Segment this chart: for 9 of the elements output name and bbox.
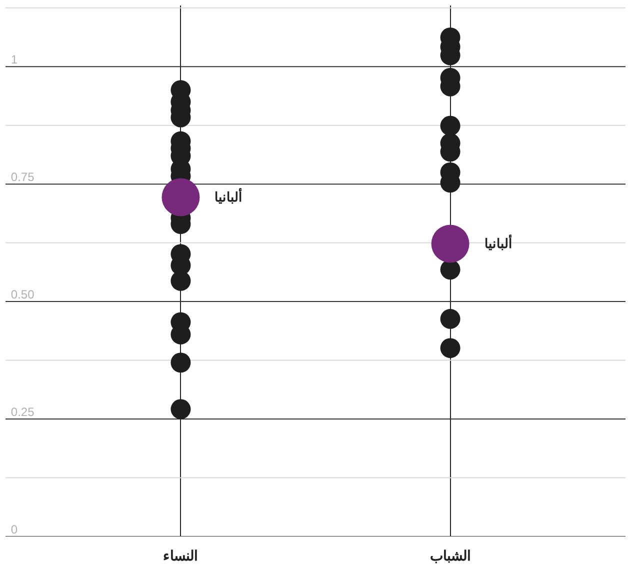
- annotation: ألبانيا: [484, 235, 512, 252]
- y-tick-label: 0.25: [10, 405, 35, 420]
- annotation: ألبانيا: [214, 188, 243, 205]
- y-tick-label: 0.50: [10, 288, 35, 302]
- y-tick-label: 0: [10, 522, 18, 536]
- y-tick-label: 0.75: [10, 170, 35, 184]
- x-tick-label: الشباب: [430, 548, 471, 564]
- x-tick-label: النساء: [163, 548, 198, 564]
- y-tick-label: 1: [10, 52, 18, 67]
